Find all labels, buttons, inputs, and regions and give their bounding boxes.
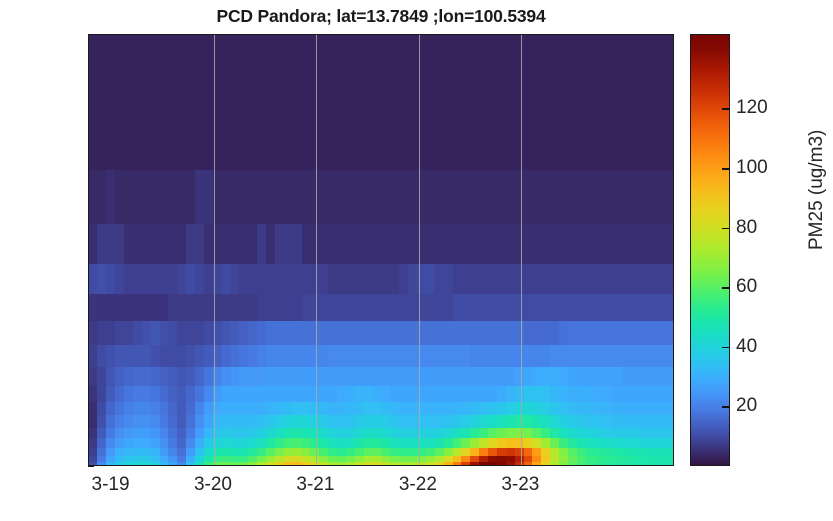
x-tick-label-3-22: 3-22	[398, 474, 437, 495]
colorbar-tick-mark-120	[722, 108, 730, 111]
colorbar-tick-label-40: 40	[736, 335, 758, 357]
colorbar-tick-label-120: 120	[736, 97, 768, 119]
heatmap-image	[89, 35, 673, 465]
colorbar-tick-mark-80	[722, 227, 730, 230]
colorbar-tick-label-100: 100	[736, 157, 768, 179]
x-tick-label-3-21: 3-21	[296, 474, 335, 495]
colorbar-label: PM25 (ug/m3)	[806, 129, 827, 250]
colorbar-tick-label-60: 60	[736, 276, 758, 298]
x-tick-label-3-20: 3-20	[193, 474, 232, 495]
page-title: PCD Pandora; lat=13.7849 ;lon=100.5394	[216, 6, 546, 26]
heatmap-plot-area[interactable]	[88, 34, 674, 466]
colorbar-tick-mark-40	[722, 346, 730, 349]
colorbar-tick-label-80: 80	[736, 216, 758, 238]
colorbar-tick-label-20: 20	[736, 395, 758, 417]
colorbar-tick-mark-60	[722, 287, 730, 289]
colorbar-tick-mark-100	[722, 168, 730, 170]
x-tick-label-3-23: 3-23	[501, 474, 540, 495]
colorbar-tick-mark-20	[722, 406, 730, 408]
y-tick-mark-1000	[88, 466, 94, 468]
colorbar-gradient	[691, 35, 729, 465]
x-tick-label-3-19: 3-19	[91, 474, 130, 495]
colorbar[interactable]	[690, 34, 730, 466]
